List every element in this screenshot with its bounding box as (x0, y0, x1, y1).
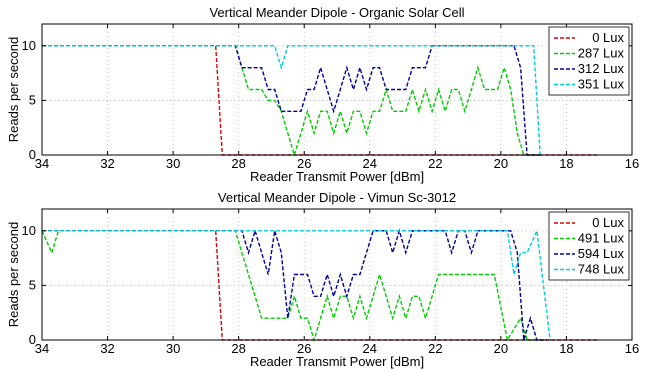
legend-entry: 748 Lux (578, 262, 625, 277)
x-tick-label: 26 (297, 156, 311, 171)
x-tick-label: 18 (559, 341, 573, 356)
series-line-491-lux (41, 230, 541, 343)
y-axis-label: Reads per second (6, 222, 21, 328)
legend-entry: 351 Lux (578, 77, 625, 92)
plot-area (42, 209, 632, 340)
x-tick-label: 18 (559, 156, 573, 171)
series-line-594-lux (42, 228, 547, 341)
series-line-312-lux (42, 45, 541, 156)
axes-frame (41, 208, 633, 341)
x-tick-label: 22 (428, 156, 442, 171)
x-tick-label: 28 (231, 341, 245, 356)
y-tick-label: 0 (29, 147, 36, 162)
series-line-748-lux (42, 228, 551, 341)
x-tick-label: 32 (100, 341, 114, 356)
x-tick-label: 34 (35, 341, 49, 356)
legend-entry: 491 Lux (578, 231, 625, 246)
legend-entry: 594 Lux (578, 246, 625, 261)
y-tick-label: 10 (22, 223, 36, 238)
x-tick-label: 30 (166, 341, 180, 356)
x-tick-label: 16 (625, 341, 639, 356)
x-tick-label: 20 (494, 156, 508, 171)
y-tick-label: 0 (29, 332, 36, 347)
x-tick-label: 24 (363, 156, 377, 171)
x-axis-label: Reader Transmit Power [dBm] (250, 354, 424, 369)
x-tick-label: 16 (625, 156, 639, 171)
series-line-351-lux (42, 45, 541, 156)
chart-panel-2: 34 32 30 28 26 24 22 20 18 16 0 5 10 Vertical Meander… (6, 190, 639, 369)
plot-area (42, 24, 632, 155)
y-tick-label: 5 (29, 277, 36, 292)
chart-panel-1: 34 32 30 28 26 24 22 20 18 16 0 5 10 Vertical Meander… (6, 5, 639, 184)
axes-frame (41, 23, 633, 156)
legend-entry: 0 Lux (592, 215, 624, 230)
y-tick-label: 5 (29, 92, 36, 107)
legend-entry: 287 Lux (578, 46, 625, 61)
legend-entry: 0 Lux (592, 30, 624, 45)
x-tick-label: 26 (297, 341, 311, 356)
x-tick-label: 24 (363, 341, 377, 356)
legend-entry: 312 Lux (578, 61, 625, 76)
y-tick-label: 10 (22, 38, 36, 53)
x-tick-label: 22 (428, 341, 442, 356)
x-tick-label: 20 (494, 341, 508, 356)
x-tick-label: 30 (166, 156, 180, 171)
series-line-287-lux (42, 45, 541, 158)
x-tick-label: 34 (35, 156, 49, 171)
chart-title: Vertical Meander Dipole - Organic Solar … (209, 5, 464, 20)
x-tick-label: 28 (231, 156, 245, 171)
x-axis-label: Reader Transmit Power [dBm] (250, 169, 424, 184)
chart-title: Vertical Meander Dipole - Vimun Sc-3012 (218, 190, 456, 205)
y-axis-label: Reads per second (6, 37, 21, 143)
x-tick-label: 32 (100, 156, 114, 171)
